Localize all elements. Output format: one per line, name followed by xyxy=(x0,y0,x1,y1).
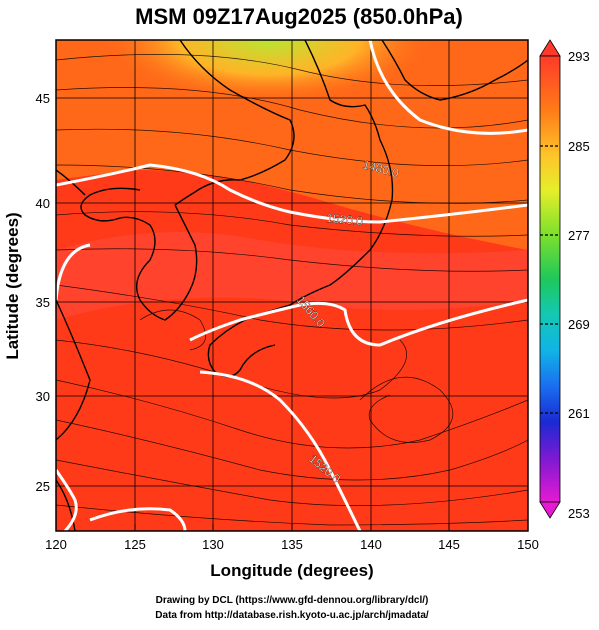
y-tick-label: 45 xyxy=(36,91,50,106)
y-tick-label: 35 xyxy=(36,295,50,310)
x-tick-label: 145 xyxy=(438,537,460,552)
colorbar-label: 285 xyxy=(568,139,590,154)
x-tick-label: 125 xyxy=(124,537,146,552)
x-tick-label: 150 xyxy=(517,537,539,552)
y-tick-labels: 45 40 35 30 25 xyxy=(36,91,50,494)
height-contours xyxy=(56,40,528,531)
contour-1520-south xyxy=(199,370,362,531)
colorbar-label: 253 xyxy=(568,506,590,521)
x-axis xyxy=(55,524,529,531)
x-axis-label: Longitude (degrees) xyxy=(210,561,373,580)
contour-1480 xyxy=(368,40,528,135)
x-tick-label: 140 xyxy=(360,537,382,552)
x-tick-labels: 120 125 130 135 140 145 150 xyxy=(45,537,539,552)
y-tick-label: 30 xyxy=(36,389,50,404)
colorbar: 293 285 277 269 261 253 xyxy=(539,39,590,521)
colorbar-bottom-arrow xyxy=(539,501,561,519)
y-axis-label: Latitude (degrees) xyxy=(3,212,22,359)
contour-label: 1520.0 xyxy=(326,211,364,228)
wind-streamlines xyxy=(56,54,528,526)
credit-line-data: Data from http://database.rish.kyoto-u.a… xyxy=(155,610,429,621)
contour-1520 xyxy=(56,163,528,224)
colorbar-label: 293 xyxy=(568,49,590,64)
colorbar-scale xyxy=(539,55,561,503)
colorbar-label: 261 xyxy=(568,406,590,421)
y-tick-label: 25 xyxy=(36,479,50,494)
x-tick-label: 120 xyxy=(45,537,67,552)
contour-1560 xyxy=(56,243,528,347)
map-title: MSM 09Z17Aug2025 (850.0hPa) xyxy=(135,4,463,29)
colorbar-label: 269 xyxy=(568,317,590,332)
colorbar-top-arrow xyxy=(539,39,561,57)
credit-line-drawing: Drawing by DCL (https://www.gfd-dennou.o… xyxy=(156,595,429,606)
grid-lines xyxy=(56,40,528,531)
plot-area: 1480.0 1520.0 1560.0 1520.0 xyxy=(56,40,528,531)
colorbar-label: 277 xyxy=(568,228,590,243)
y-tick-label: 40 xyxy=(36,196,50,211)
x-tick-label: 135 xyxy=(281,537,303,552)
x-tick-label: 130 xyxy=(202,537,224,552)
